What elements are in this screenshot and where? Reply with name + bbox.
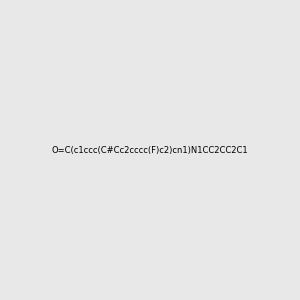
Text: O=C(c1ccc(C#Cc2cccc(F)c2)cn1)N1CC2CC2C1: O=C(c1ccc(C#Cc2cccc(F)c2)cn1)N1CC2CC2C1 [52,146,248,154]
